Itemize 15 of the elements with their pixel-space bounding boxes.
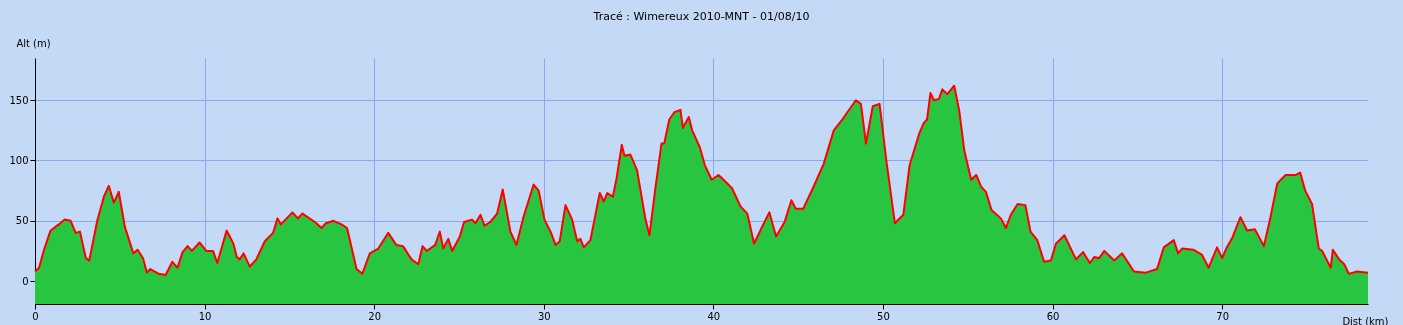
x-tick-label: 20 bbox=[368, 310, 382, 322]
x-tick-label: 60 bbox=[1046, 310, 1060, 322]
y-tick-label: 100 bbox=[9, 155, 29, 166]
x-axis-title: Dist (km) bbox=[1342, 315, 1389, 325]
x-tick-label: 50 bbox=[877, 310, 890, 322]
x-tick-label: 30 bbox=[537, 310, 551, 322]
y-tick-label: 50 bbox=[15, 215, 29, 227]
y-axis-title: Alt (m) bbox=[16, 37, 51, 49]
x-tick-label: 0 bbox=[32, 310, 39, 322]
x-tick-label: 40 bbox=[707, 310, 721, 322]
chart-title: Tracé : Wimereux 2010-MNT - 01/08/10 bbox=[592, 10, 810, 23]
y-tick-label: 0 bbox=[22, 275, 29, 287]
x-tick-label: 10 bbox=[198, 310, 212, 322]
x-tick-label: 70 bbox=[1216, 310, 1230, 322]
y-tick-label: 150 bbox=[9, 94, 29, 106]
